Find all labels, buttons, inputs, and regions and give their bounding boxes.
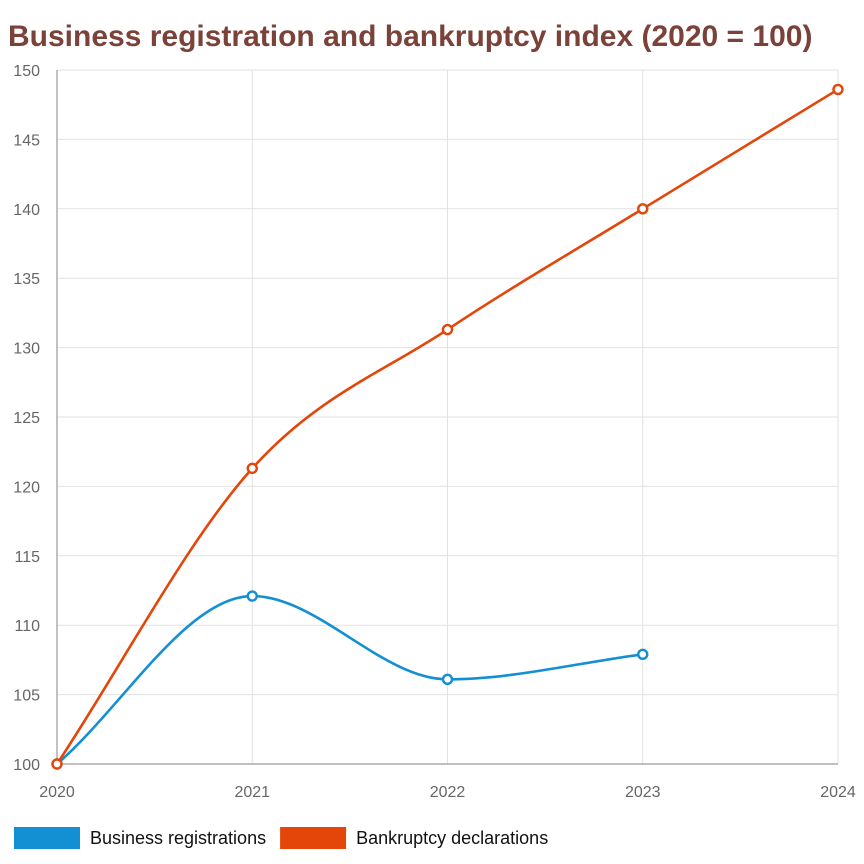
y-tick-label-145: 145 bbox=[13, 132, 40, 149]
x-tick-label-2021: 2021 bbox=[234, 784, 270, 801]
data-point-bankruptcy-declarations-2023[interactable] bbox=[637, 203, 649, 215]
series-line-bankruptcy-declarations bbox=[55, 88, 839, 765]
series-points bbox=[51, 83, 844, 770]
y-tick-label-135: 135 bbox=[13, 271, 40, 288]
chart-title: Business registration and bankruptcy ind… bbox=[8, 20, 812, 53]
y-tick-label-110: 110 bbox=[14, 618, 40, 635]
legend-item-business-registrations[interactable]: Business registrations bbox=[14, 827, 266, 849]
y-tick-label-100: 100 bbox=[13, 757, 40, 774]
y-tick-label-130: 130 bbox=[13, 341, 40, 358]
series-line-business-registrations bbox=[56, 594, 643, 765]
data-point-bankruptcy-declarations-2022[interactable] bbox=[441, 323, 454, 336]
series-lines bbox=[55, 88, 839, 765]
data-point-business-registrations-2021[interactable] bbox=[246, 590, 258, 602]
grid-lines bbox=[56, 69, 839, 765]
y-tick-label-125: 125 bbox=[13, 410, 40, 427]
y-tick-label-120: 120 bbox=[13, 479, 40, 496]
data-point-business-registrations-2023[interactable] bbox=[637, 648, 649, 661]
legend-label-business-registrations: Business registrations bbox=[90, 828, 266, 848]
x-tick-label-2024: 2024 bbox=[820, 784, 856, 801]
legend[interactable]: Business registrations Bankruptcy declara… bbox=[14, 827, 548, 849]
y-tick-label-105: 105 bbox=[13, 688, 40, 705]
y-tick-label-115: 115 bbox=[14, 549, 40, 566]
data-point-bankruptcy-declarations-2021[interactable] bbox=[246, 462, 258, 475]
y-axis-ticks: 100 105 110 115 120 125 130 135 140 145 150 bbox=[13, 63, 40, 774]
axes bbox=[56, 70, 838, 765]
x-tick-label-2023: 2023 bbox=[625, 784, 661, 801]
x-axis-ticks: 2020 2021 2022 2023 2024 bbox=[39, 784, 856, 801]
x-tick-label-2020: 2020 bbox=[39, 784, 75, 801]
data-point-business-registrations-2022[interactable] bbox=[441, 673, 454, 686]
data-point-bankruptcy-declarations-2020[interactable] bbox=[51, 758, 63, 770]
y-tick-label-140: 140 bbox=[13, 202, 40, 219]
x-tick-label-2022: 2022 bbox=[430, 784, 466, 801]
y-tick-label-150: 150 bbox=[13, 63, 40, 80]
data-point-bankruptcy-declarations-2024[interactable] bbox=[832, 83, 844, 96]
legend-swatch-bankruptcy-declarations bbox=[280, 827, 347, 849]
legend-item-bankruptcy-declarations[interactable]: Bankruptcy declarations bbox=[280, 827, 548, 849]
legend-swatch-business-registrations bbox=[14, 827, 80, 849]
legend-label-bankruptcy-declarations: Bankruptcy declarations bbox=[356, 828, 548, 848]
